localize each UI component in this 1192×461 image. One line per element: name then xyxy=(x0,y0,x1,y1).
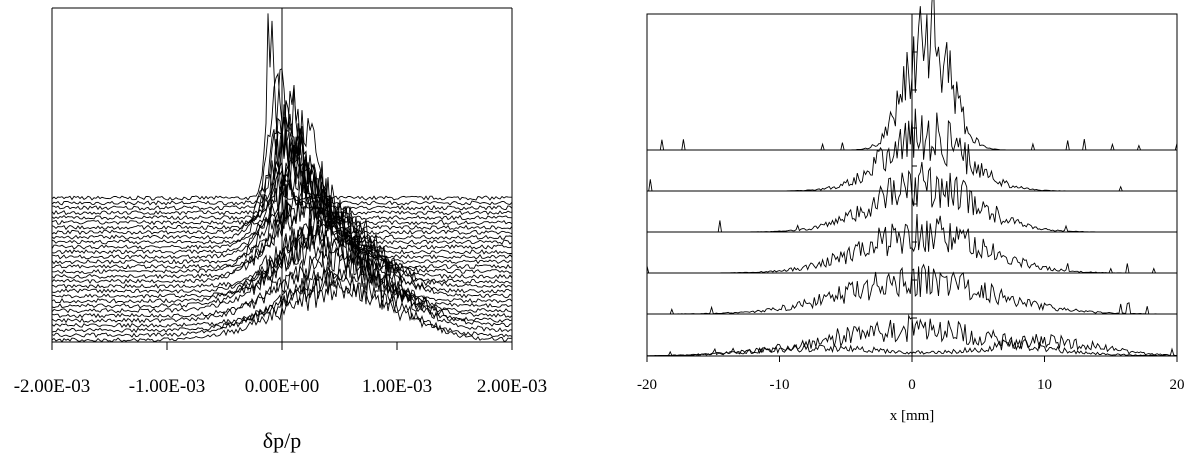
left-series-line xyxy=(51,197,513,289)
left-x-tick-label: 0.00E+00 xyxy=(245,376,320,397)
left-series-line xyxy=(51,209,513,299)
right-series-line xyxy=(646,333,1178,357)
right-series-group xyxy=(646,0,1178,357)
left-series-line xyxy=(51,126,513,245)
chart-right: -20 -10 0 10 20 x [mm] xyxy=(637,0,1185,424)
left-series-group xyxy=(51,13,513,343)
left-series-line xyxy=(51,67,513,206)
left-x-axis-label: δp/p xyxy=(263,428,301,453)
left-series-line xyxy=(51,276,513,343)
left-series-line xyxy=(51,157,513,265)
right-series-line xyxy=(647,263,1178,315)
left-series-line xyxy=(51,139,513,250)
right-x-tick-label: -10 xyxy=(770,377,790,393)
left-x-tick-label: -1.00E-03 xyxy=(129,376,206,397)
left-series-line xyxy=(51,210,513,304)
left-x-tick-label: -2.00E-03 xyxy=(14,376,91,397)
left-series-line xyxy=(51,196,513,294)
left-series-line xyxy=(51,142,512,255)
left-series-line xyxy=(51,110,513,226)
right-x-tick-label: 10 xyxy=(1037,377,1052,393)
left-series-line xyxy=(51,249,513,329)
chart-left: -2.00E-03 -1.00E-03 0.00E+00 1.00E-03 2.00E-… xyxy=(14,7,547,453)
left-series-line xyxy=(51,181,513,284)
left-series-line xyxy=(51,162,513,274)
left-series-line xyxy=(51,265,513,333)
left-x-tick-label: 2.00E-03 xyxy=(477,376,547,397)
left-series-line xyxy=(51,104,513,236)
right-x-axis-label: x [mm] xyxy=(890,408,935,424)
right-x-tick-label: 20 xyxy=(1170,377,1185,393)
left-ticks-group: -2.00E-03 -1.00E-03 0.00E+00 1.00E-03 2.00E-… xyxy=(14,342,547,397)
left-series-line xyxy=(51,231,513,314)
left-series-line xyxy=(51,72,513,211)
left-series-line xyxy=(51,178,513,280)
left-series-line xyxy=(51,239,513,319)
right-ticks-group: -20 -10 0 10 20 xyxy=(637,13,1185,393)
right-x-tick-label: 0 xyxy=(908,377,916,393)
left-series-line xyxy=(51,116,513,231)
right-x-tick-label: -20 xyxy=(637,377,657,393)
left-series-line xyxy=(51,86,513,221)
left-series-line xyxy=(51,113,513,240)
left-x-tick-label: 1.00E-03 xyxy=(362,376,432,397)
